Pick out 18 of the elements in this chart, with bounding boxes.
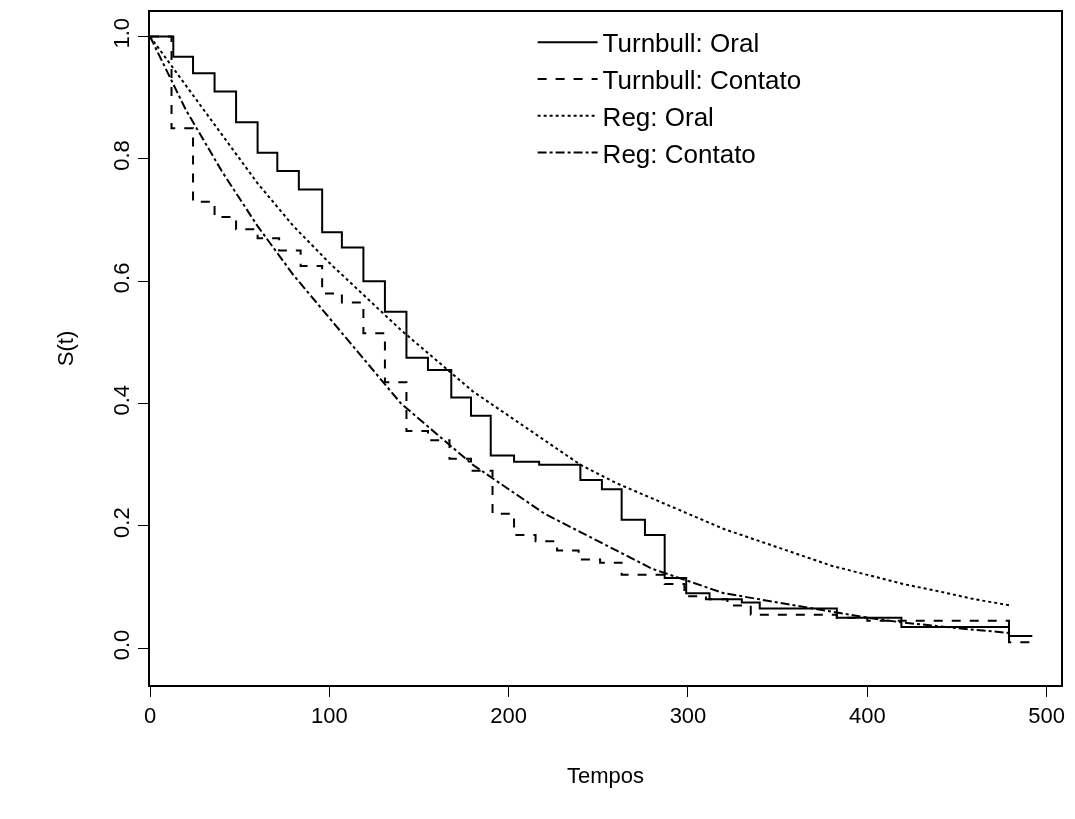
y-tick-label: 0.8 [109, 140, 135, 171]
x-tick-label: 100 [310, 703, 348, 729]
legend-label: Reg: Oral [602, 101, 714, 132]
y-tick-label: 0.4 [109, 384, 135, 416]
y-tick-label: 0.6 [109, 262, 135, 294]
y-tick-label: 1.0 [109, 17, 135, 49]
y-axis-title: S(t) [52, 330, 78, 367]
legend-label: Turnbull: Oral [602, 28, 760, 59]
x-tick-label: 300 [669, 703, 707, 729]
legend-label: Reg: Contato [602, 138, 756, 169]
legend-label: Turnbull: Contato [602, 65, 802, 96]
x-tick-label: 500 [1028, 703, 1066, 729]
x-tick-label: 200 [490, 703, 528, 729]
y-tick-label: 0.2 [109, 507, 135, 538]
y-tick-label: 0.0 [109, 629, 135, 661]
x-tick-label: 400 [848, 703, 886, 729]
x-tick-label: 0 [143, 703, 157, 729]
x-axis-title: Tempos [566, 762, 645, 788]
